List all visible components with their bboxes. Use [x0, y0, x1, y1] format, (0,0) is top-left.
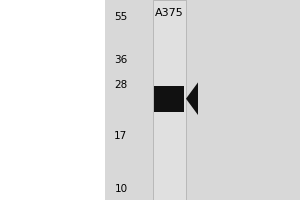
Text: 36: 36 — [114, 55, 128, 65]
Bar — [0, 0, 105, 200]
Text: 10: 10 — [114, 184, 128, 194]
Text: 55: 55 — [114, 12, 128, 22]
Bar — [216, 0, 300, 200]
Text: 28: 28 — [114, 80, 128, 90]
Bar — [154, 86, 184, 112]
Bar — [105, 0, 216, 200]
Bar — [153, 0, 186, 200]
Polygon shape — [186, 82, 198, 115]
Text: A375: A375 — [155, 8, 184, 18]
Text: 17: 17 — [114, 131, 128, 141]
